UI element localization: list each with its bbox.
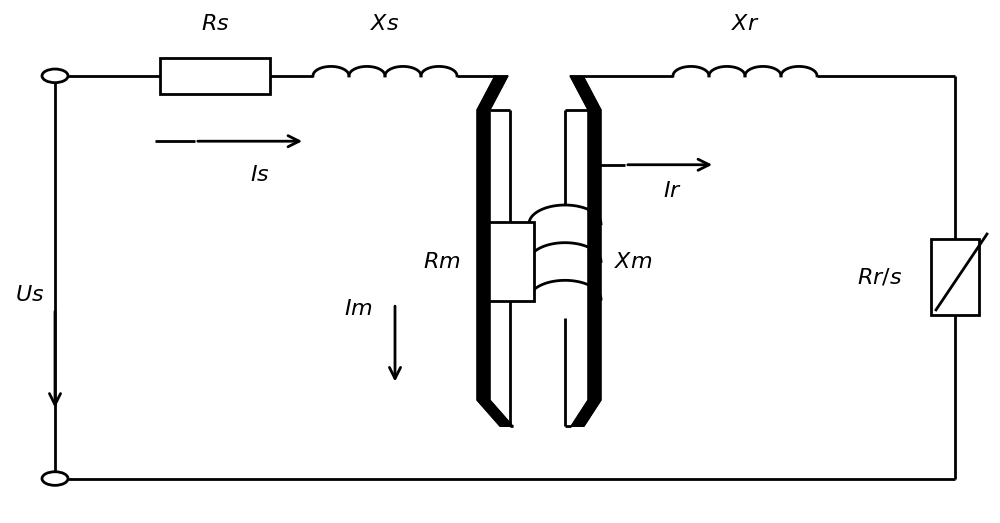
Text: $Rr/s$: $Rr/s$	[857, 266, 903, 288]
Text: $Rm$: $Rm$	[423, 251, 461, 272]
Polygon shape	[477, 76, 513, 426]
Bar	[931, 240, 979, 315]
Text: $Xr$: $Xr$	[731, 13, 759, 35]
Text: $Im$: $Im$	[344, 298, 372, 320]
Text: $Rs$: $Rs$	[201, 13, 229, 35]
Bar	[486, 222, 534, 301]
Text: $Us$: $Us$	[15, 285, 45, 306]
Text: $Xs$: $Xs$	[370, 13, 400, 35]
Text: $Xm$: $Xm$	[614, 251, 652, 272]
Polygon shape	[570, 76, 601, 426]
Text: $Ir$: $Ir$	[663, 180, 681, 202]
Bar	[160, 58, 270, 94]
Text: $Is$: $Is$	[250, 164, 270, 186]
